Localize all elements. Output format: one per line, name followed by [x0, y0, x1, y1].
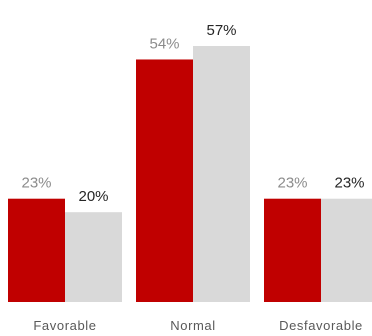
category-labels-layer: Favorable Normal Desfavorable: [33, 318, 363, 333]
value-label-normal-gray: 57%: [206, 22, 236, 39]
value-label-favorable-gray: 20%: [78, 188, 108, 205]
bar-favorable-gray: [65, 212, 122, 302]
value-label-normal-red: 54%: [149, 35, 179, 52]
value-labels-layer: 23% 20% 54% 57% 23% 23%: [21, 22, 364, 205]
bar-normal-red: [136, 59, 193, 303]
value-label-favorable-red: 23%: [21, 175, 51, 192]
bar-desfavorable-red: [264, 198, 321, 302]
bar-favorable-red: [8, 198, 65, 302]
bar-desfavorable-gray: [321, 198, 372, 302]
value-label-desfavorable-gray: 23%: [334, 175, 364, 192]
bar-normal-gray: [193, 46, 250, 302]
bars-layer: [8, 46, 372, 303]
category-label-favorable: Favorable: [33, 318, 96, 333]
value-label-desfavorable-red: 23%: [277, 175, 307, 192]
category-label-desfavorable: Desfavorable: [279, 318, 363, 333]
category-label-normal: Normal: [170, 318, 216, 333]
